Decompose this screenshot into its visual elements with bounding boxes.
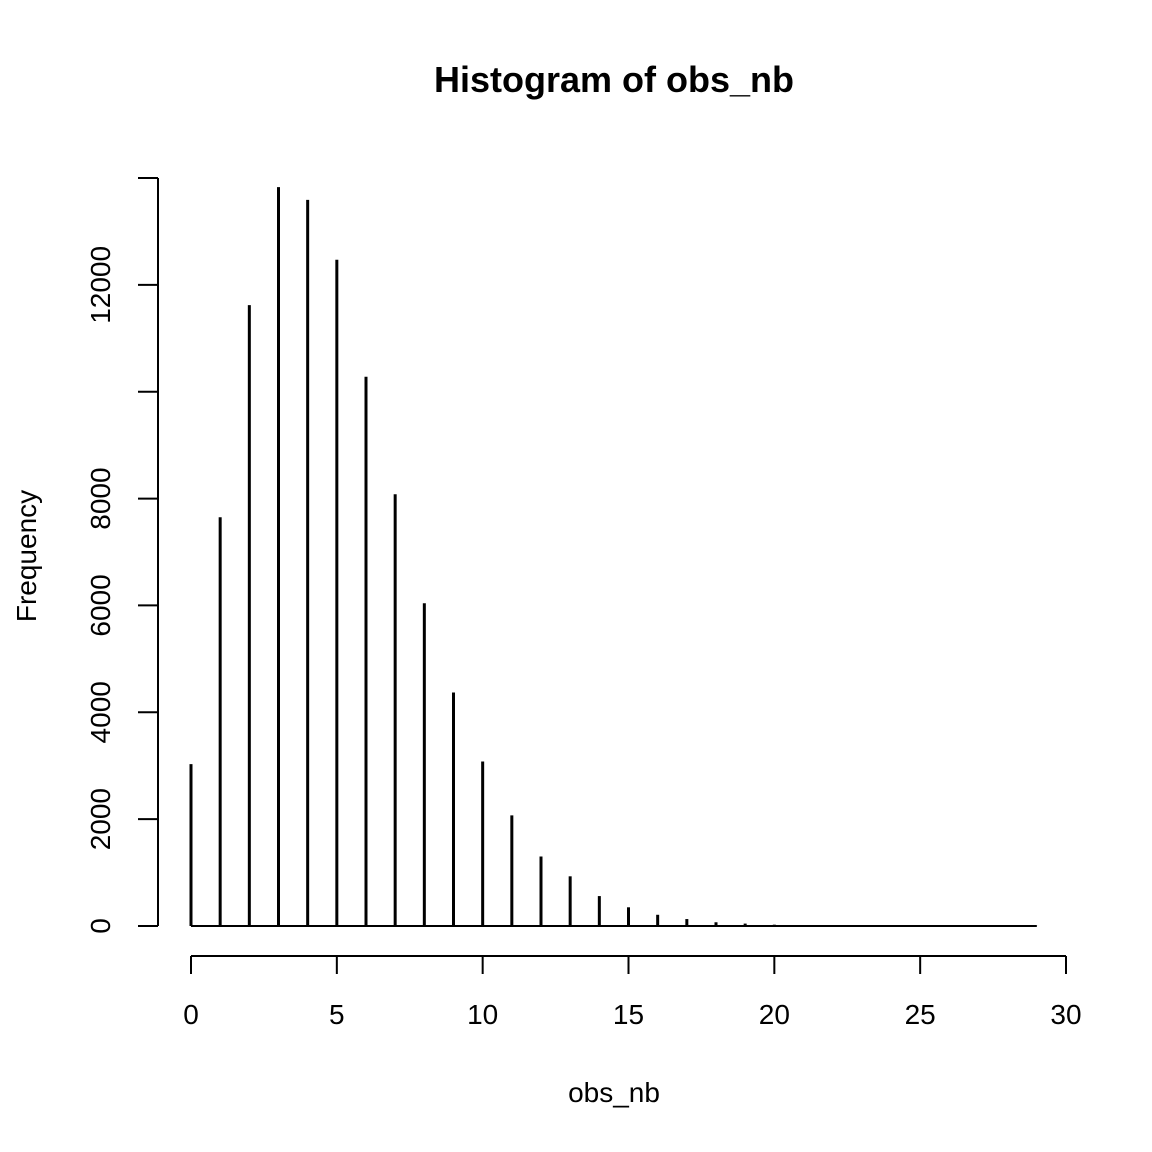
x-tick-label-15: 15 [613,999,644,1030]
x-axis: 0 5 10 15 20 25 30 [183,955,1082,1030]
y-axis: 0 2000 4000 6000 8000 12000 [85,177,159,934]
chart-title: Histogram of obs_nb [434,59,794,100]
x-tick-label-5: 5 [329,999,345,1030]
y-tick-label-8000: 8000 [85,467,116,529]
y-tick-label-12000: 12000 [85,246,116,324]
x-tick-label-30: 30 [1050,999,1081,1030]
x-axis-label: obs_nb [568,1077,660,1108]
x-tick-label-0: 0 [183,999,199,1030]
y-tick-label-4000: 4000 [85,681,116,743]
x-tick-label-20: 20 [759,999,790,1030]
y-tick-label-0: 0 [85,918,116,934]
x-tick-label-25: 25 [905,999,936,1030]
y-tick-label-6000: 6000 [85,574,116,636]
bars-group [189,187,1039,927]
x-tick-label-10: 10 [467,999,498,1030]
y-tick-label-2000: 2000 [85,788,116,850]
y-axis-label: Frequency [11,490,42,622]
